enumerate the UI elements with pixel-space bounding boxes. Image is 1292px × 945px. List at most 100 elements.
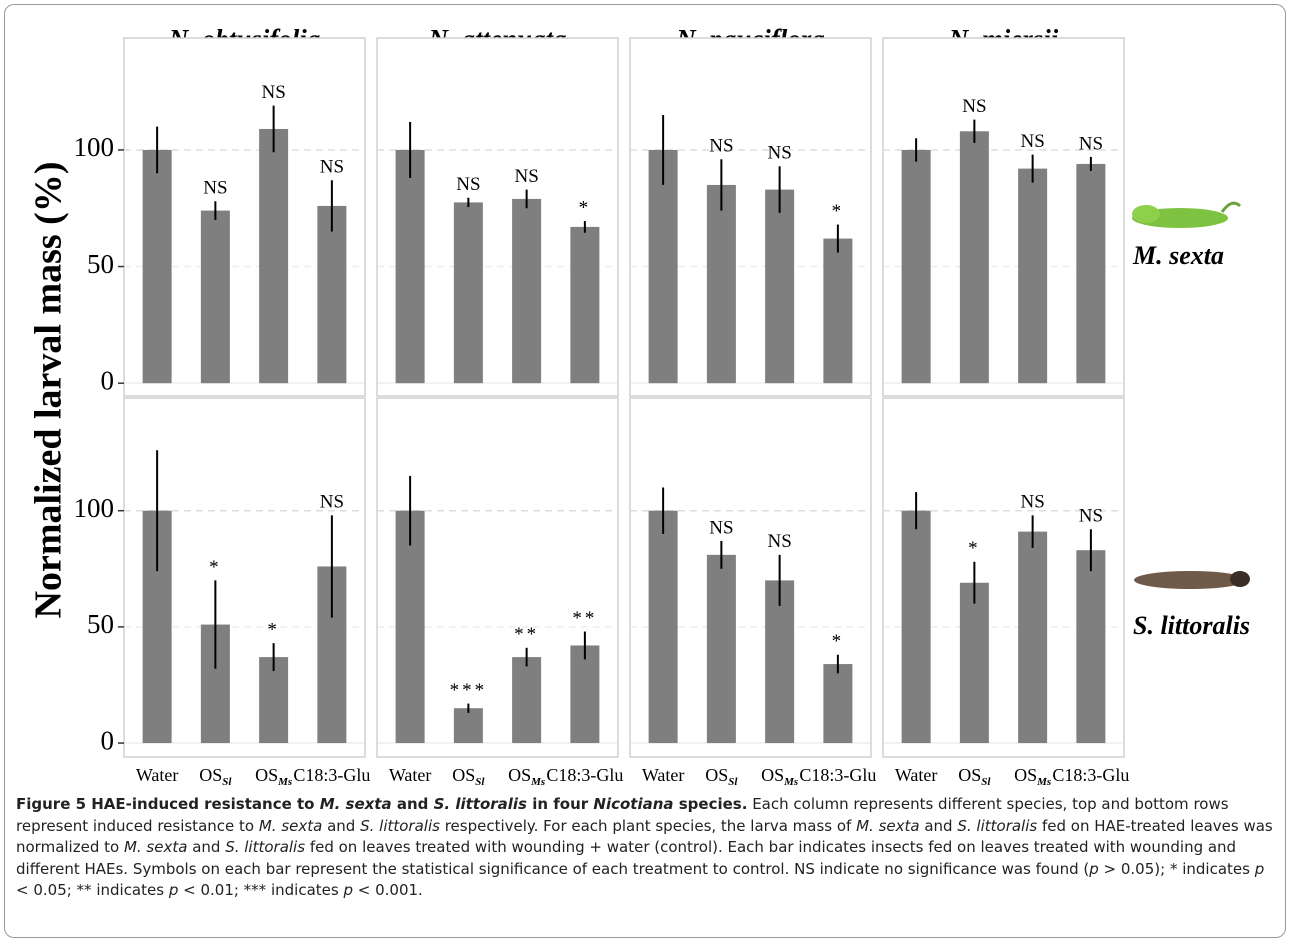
bar xyxy=(823,238,853,384)
significance-label: NS xyxy=(1079,506,1103,527)
caption-run: M. sexta xyxy=(856,816,920,835)
y-axis-label: Normalized larval mass (%) xyxy=(28,162,70,619)
caption-run: p xyxy=(343,881,353,899)
chart: Normalized larval mass (%) N. obtusifoli… xyxy=(28,24,1250,788)
bar xyxy=(648,149,678,384)
bar xyxy=(317,205,347,384)
figure-caption: Figure 5 HAE-induced resistance to M. se… xyxy=(16,794,1278,902)
bar xyxy=(259,657,289,744)
bar xyxy=(570,226,600,384)
caption-run: p xyxy=(168,881,179,899)
bar xyxy=(901,510,931,744)
significance-label: NS xyxy=(1020,492,1044,513)
x-tick-text: Water xyxy=(136,765,179,785)
x-tick-subscript: Sl xyxy=(981,776,991,788)
x-tick-text: Water xyxy=(389,765,432,785)
x-tick-text: OS xyxy=(1014,765,1037,785)
figure-frame xyxy=(4,4,1286,938)
significance-label: * xyxy=(579,197,592,218)
x-tick-subscript: Sl xyxy=(475,776,485,788)
bar xyxy=(1076,163,1106,384)
x-tick-subscript: Ms xyxy=(530,776,545,788)
x-tick-label: Water xyxy=(895,765,938,785)
significance-label: ** xyxy=(514,624,539,645)
caption-run: M. sexta xyxy=(319,795,392,813)
caption-run: and xyxy=(187,838,226,856)
x-tick-label: Water xyxy=(136,765,179,785)
x-tick-text: Water xyxy=(642,765,685,785)
caption-run: S. littoralis xyxy=(360,816,440,835)
bar xyxy=(395,510,425,744)
x-tick-label: OSMs xyxy=(255,765,292,787)
x-tick-text: OS xyxy=(508,765,531,785)
y-tick-label: 50 xyxy=(87,609,114,639)
significance-label: NS xyxy=(320,492,344,513)
caption-run: < 0.01; *** indicates xyxy=(178,881,344,899)
bar xyxy=(142,149,172,384)
significance-label: NS xyxy=(767,143,791,164)
significance-label: NS xyxy=(514,166,538,187)
significance-label: ** xyxy=(572,608,597,629)
x-tick-text: OS xyxy=(452,765,475,785)
bar xyxy=(512,657,542,744)
row-label: S. littoralis xyxy=(1133,611,1250,640)
caption-run: M. sexta xyxy=(258,816,323,835)
caption-run: S. littoralis xyxy=(433,795,527,813)
caption-run: S. littoralis xyxy=(225,838,306,856)
bar xyxy=(706,184,736,384)
caterpillar-green xyxy=(1132,201,1242,228)
x-tick-text: C18:3-Glu xyxy=(293,765,370,785)
x-tick-subscript: Ms xyxy=(783,776,798,788)
caption-run: Nicotiana xyxy=(593,795,674,813)
significance-label: * xyxy=(267,620,280,641)
bar xyxy=(959,582,989,744)
bar xyxy=(453,202,483,384)
x-tick-label: OSSl xyxy=(199,765,232,787)
x-tick-label: OSSl xyxy=(958,765,991,787)
x-tick-text: C18:3-Glu xyxy=(546,765,623,785)
x-tick-label: OSMs xyxy=(761,765,798,787)
caption-run: and xyxy=(919,816,958,835)
bar xyxy=(395,149,425,384)
bar xyxy=(648,510,678,744)
significance-label: NS xyxy=(261,82,285,103)
caption-run: Figure 5 HAE-induced resistance to xyxy=(16,795,320,813)
x-tick-text: OS xyxy=(255,765,278,785)
x-tick-text: OS xyxy=(958,765,981,785)
x-tick-label: Water xyxy=(389,765,432,785)
y-tick-label: 0 xyxy=(101,365,115,395)
x-tick-label: C18:3-Glu xyxy=(1052,765,1129,785)
bar xyxy=(765,189,795,384)
bar xyxy=(765,580,795,744)
significance-label: NS xyxy=(767,531,791,552)
bar xyxy=(823,664,853,744)
bar xyxy=(1076,550,1106,744)
x-tick-subscript: Sl xyxy=(728,776,738,788)
bar xyxy=(1018,168,1048,384)
x-tick-label: C18:3-Glu xyxy=(546,765,623,785)
significance-label: *** xyxy=(450,680,488,701)
bar xyxy=(200,210,230,384)
row-label: M. sexta xyxy=(1132,241,1224,270)
caption-run: S. littoralis xyxy=(957,816,1038,835)
x-tick-text: C18:3-Glu xyxy=(1052,765,1129,785)
x-tick-subscript: Sl xyxy=(222,776,232,788)
caption-run: > 0.05); * indicates xyxy=(1098,859,1255,878)
y-tick-label: 50 xyxy=(87,249,114,279)
significance-label: NS xyxy=(1020,131,1044,152)
significance-label: NS xyxy=(456,174,480,195)
significance-label: NS xyxy=(709,517,733,538)
caption-run: p xyxy=(1089,859,1099,878)
caption-run: Each column represents different species… xyxy=(16,795,1229,835)
significance-label: * xyxy=(968,538,981,559)
significance-label: NS xyxy=(320,157,344,178)
caption-run: M. sexta xyxy=(123,838,188,856)
significance-label: * xyxy=(832,201,845,222)
caption-run: fed on leaves treated with wounding + wa… xyxy=(16,838,1237,878)
caterpillar-brown xyxy=(1134,571,1250,589)
caption-run: p xyxy=(1254,859,1265,878)
bar xyxy=(512,198,542,384)
caption-run: < 0.001. xyxy=(352,881,423,899)
bar xyxy=(259,128,289,384)
x-tick-label: C18:3-Glu xyxy=(799,765,876,785)
